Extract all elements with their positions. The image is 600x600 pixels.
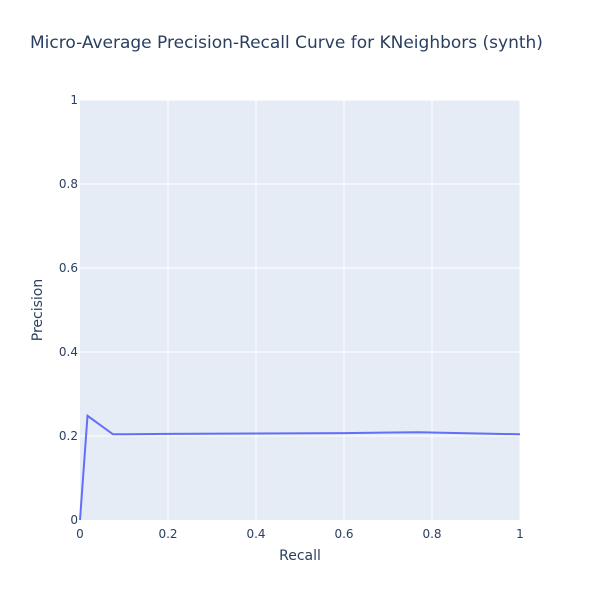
series-line-pr-curve	[79, 413, 521, 521]
x-axis-title: Recall	[279, 548, 321, 564]
y-tick-label: 0.2	[59, 429, 78, 443]
y-tick-label: 1	[70, 93, 78, 107]
y-tick-label: 0.4	[59, 345, 78, 359]
y-tick-label: 0	[70, 513, 78, 527]
tick-labels: 0 0.2 0.4 0.6 0.8 1 0 0.2 0.4 0.6 0.8 1	[59, 93, 524, 541]
y-axis-title: Precision	[30, 279, 46, 341]
x-tick-label: 0.6	[334, 527, 353, 541]
chart-title: Micro-Average Precision-Recall Curve for…	[30, 33, 543, 53]
y-tick-label: 0.6	[59, 261, 78, 275]
grid-lines	[80, 99, 521, 520]
x-tick-label: 1	[516, 527, 524, 541]
x-tick-label: 0.4	[246, 527, 265, 541]
x-tick-label: 0.8	[422, 527, 441, 541]
plot-background	[80, 100, 520, 520]
y-tick-label: 0.8	[59, 177, 78, 191]
x-tick-label: 0	[76, 527, 84, 541]
x-tick-label: 0.2	[158, 527, 177, 541]
